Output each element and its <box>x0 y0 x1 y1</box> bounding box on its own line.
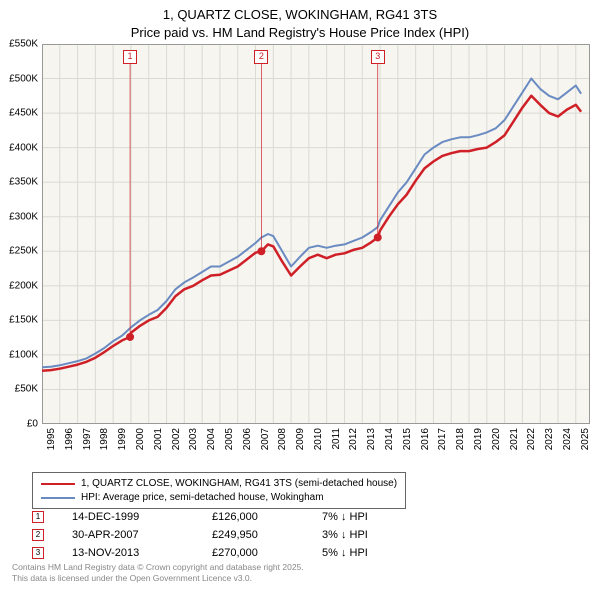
x-tick-label: 2000 <box>135 428 146 450</box>
y-tick-label: £400K <box>9 142 38 153</box>
x-tick-label: 2006 <box>242 428 253 450</box>
x-tick-label: 1995 <box>46 428 57 450</box>
footer: Contains HM Land Registry data © Crown c… <box>12 562 304 584</box>
legend-swatch <box>41 483 75 485</box>
y-tick-label: £250K <box>9 246 38 257</box>
sale-number-box: 1 <box>32 511 44 523</box>
footer-line-1: Contains HM Land Registry data © Crown c… <box>12 562 304 573</box>
x-tick-label: 2013 <box>366 428 377 450</box>
y-tick-label: £50K <box>15 384 38 395</box>
x-tick-label: 2015 <box>402 428 413 450</box>
x-tick-label: 2002 <box>171 428 182 450</box>
legend-row: 1, QUARTZ CLOSE, WOKINGHAM, RG41 3TS (se… <box>41 477 397 491</box>
x-tick-label: 2016 <box>420 428 431 450</box>
sale-date: 30-APR-2007 <box>72 529 212 541</box>
footer-line-2: This data is licensed under the Open Gov… <box>12 573 304 584</box>
x-tick-label: 2025 <box>580 428 591 450</box>
chart-title: 1, QUARTZ CLOSE, WOKINGHAM, RG41 3TS Pri… <box>0 0 600 43</box>
title-line-2: Price paid vs. HM Land Registry's House … <box>0 24 600 42</box>
sale-row: 2 30-APR-2007£249,9503% ↓ HPI <box>32 526 402 544</box>
x-tick-label: 1999 <box>117 428 128 450</box>
x-tick-label: 2014 <box>384 428 395 450</box>
x-tick-label: 2018 <box>455 428 466 450</box>
sale-price: £126,000 <box>212 511 322 523</box>
x-tick-label: 2008 <box>277 428 288 450</box>
sale-row: 1 14-DEC-1999£126,0007% ↓ HPI <box>32 508 402 526</box>
y-tick-label: £100K <box>9 349 38 360</box>
legend: 1, QUARTZ CLOSE, WOKINGHAM, RG41 3TS (se… <box>32 472 406 509</box>
y-tick-label: £550K <box>9 39 38 50</box>
y-tick-label: £350K <box>9 177 38 188</box>
x-tick-label: 2024 <box>562 428 573 450</box>
x-axis-labels: 1995 1996 1997 1998 1999 2000 2001 2002 2003 2004… <box>42 426 590 472</box>
y-tick-label: £150K <box>9 315 38 326</box>
x-tick-label: 1996 <box>64 428 75 450</box>
legend-swatch <box>41 497 75 499</box>
x-tick-label: 2001 <box>153 428 164 450</box>
x-tick-label: 2004 <box>206 428 217 450</box>
x-tick-label: 2019 <box>473 428 484 450</box>
x-tick-label: 1997 <box>82 428 93 450</box>
chart-area: 1 2 3 <box>42 44 590 424</box>
y-tick-label: £500K <box>9 73 38 84</box>
sale-diff: 5% ↓ HPI <box>322 547 402 559</box>
x-tick-label: 2007 <box>260 428 271 450</box>
x-tick-label: 2020 <box>491 428 502 450</box>
sale-date: 13-NOV-2013 <box>72 547 212 559</box>
sales-table: 1 14-DEC-1999£126,0007% ↓ HPI 2 30-APR-2007… <box>32 508 402 562</box>
y-tick-label: £200K <box>9 280 38 291</box>
plot-svg <box>42 44 590 424</box>
sale-diff: 7% ↓ HPI <box>322 511 402 523</box>
x-tick-label: 2009 <box>295 428 306 450</box>
x-tick-label: 2003 <box>188 428 199 450</box>
sale-diff: 3% ↓ HPI <box>322 529 402 541</box>
sale-marker-3: 3 <box>371 50 385 64</box>
legend-row: HPI: Average price, semi-detached house,… <box>41 491 397 505</box>
y-tick-label: £450K <box>9 108 38 119</box>
container: 1, QUARTZ CLOSE, WOKINGHAM, RG41 3TS Pri… <box>0 0 600 590</box>
x-tick-label: 2017 <box>437 428 448 450</box>
x-tick-label: 2005 <box>224 428 235 450</box>
sale-row: 3 13-NOV-2013£270,0005% ↓ HPI <box>32 544 402 562</box>
sale-number-box: 2 <box>32 529 44 541</box>
legend-label: HPI: Average price, semi-detached house,… <box>81 491 324 505</box>
sale-marker-1: 1 <box>123 50 137 64</box>
x-tick-label: 2021 <box>509 428 520 450</box>
x-tick-label: 2023 <box>544 428 555 450</box>
y-axis-labels: £0£50K£100K£150K£200K£250K£300K£350K£400… <box>0 44 40 424</box>
x-tick-label: 2012 <box>348 428 359 450</box>
sale-marker-2: 2 <box>254 50 268 64</box>
sale-number-box: 3 <box>32 547 44 559</box>
legend-label: 1, QUARTZ CLOSE, WOKINGHAM, RG41 3TS (se… <box>81 477 397 491</box>
x-tick-label: 2022 <box>526 428 537 450</box>
sale-price: £249,950 <box>212 529 322 541</box>
x-tick-label: 1998 <box>99 428 110 450</box>
y-tick-label: £0 <box>27 419 38 430</box>
sale-date: 14-DEC-1999 <box>72 511 212 523</box>
x-tick-label: 2010 <box>313 428 324 450</box>
title-line-1: 1, QUARTZ CLOSE, WOKINGHAM, RG41 3TS <box>0 6 600 24</box>
x-tick-label: 2011 <box>331 428 342 450</box>
y-tick-label: £300K <box>9 211 38 222</box>
sale-price: £270,000 <box>212 547 322 559</box>
